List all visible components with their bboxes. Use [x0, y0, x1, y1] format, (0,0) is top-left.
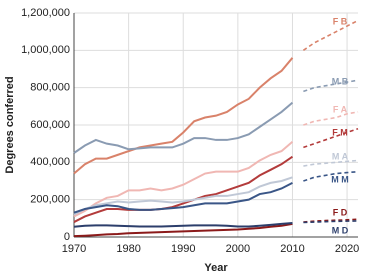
series-line: [73, 155, 294, 223]
projection-line: [303, 218, 359, 223]
x-tick-label: 1990: [171, 243, 195, 255]
projection-line: [302, 19, 359, 51]
projection-line: [303, 79, 359, 93]
series-line: [73, 181, 293, 214]
series-label: M B: [332, 76, 349, 86]
projection-line: [303, 170, 359, 182]
series-line: [73, 57, 294, 175]
y-tick-label: 800,000: [30, 82, 70, 94]
series-line: [73, 222, 293, 238]
y-tick-label: 1,000,000: [21, 44, 70, 56]
series-label: F M: [332, 127, 348, 137]
series-label: M A: [332, 151, 349, 161]
series-label: F D: [333, 207, 348, 217]
y-tick-label: 600,000: [30, 119, 70, 131]
series-line: [73, 176, 293, 216]
x-tick-label: 2000: [226, 243, 250, 255]
y-tick-label: 200,000: [30, 194, 70, 206]
x-axis-label: Year: [204, 262, 228, 274]
series-line: [73, 101, 294, 154]
x-tick-label: 2020: [335, 243, 359, 255]
series-label: F A: [333, 104, 348, 114]
y-tick-label: 0: [64, 231, 70, 243]
y-tick-label: 1,200,000: [21, 7, 70, 19]
x-tick-label: 1980: [116, 243, 140, 255]
series-label: F B: [333, 16, 348, 26]
projection-line: [303, 220, 359, 224]
y-axis-label: Degrees conferred: [4, 76, 16, 173]
series-line: [73, 222, 293, 228]
y-tick-label: 400,000: [30, 156, 70, 168]
x-tick-label: 2010: [280, 243, 304, 255]
series-line: [73, 141, 294, 218]
projection-line: [303, 159, 359, 167]
x-tick-label: 1970: [62, 243, 86, 255]
projection-line: [303, 127, 359, 149]
series-label: M M: [331, 174, 349, 184]
series-label: M D: [332, 225, 349, 235]
projection-line: [303, 111, 359, 126]
